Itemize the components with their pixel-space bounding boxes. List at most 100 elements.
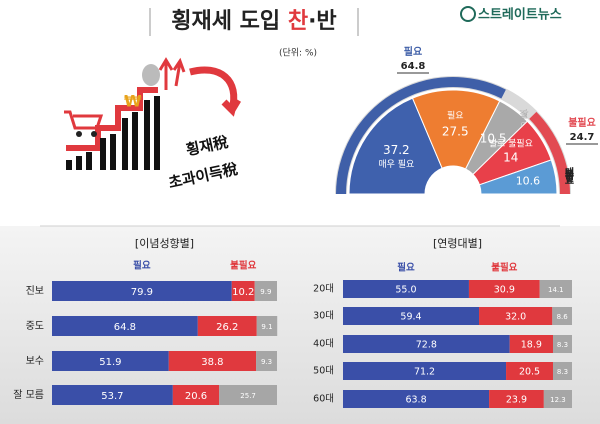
bar-segment xyxy=(479,307,553,325)
group-value: 64.8 xyxy=(401,61,426,72)
bar-segment xyxy=(552,307,572,325)
bar-segment xyxy=(168,351,257,371)
bar-segment xyxy=(254,281,277,301)
title-part: 횡재세 도입 xyxy=(171,9,288,34)
donut-segment xyxy=(348,97,443,195)
value-label: 23.9 xyxy=(506,395,527,406)
value-label: 20.5 xyxy=(519,367,540,378)
group-label: 불필요 xyxy=(568,116,596,129)
segment-value: 27.5 xyxy=(442,125,469,139)
value-label: 9.3 xyxy=(261,358,272,366)
value-label: 55.0 xyxy=(395,285,416,296)
bar-segment xyxy=(343,390,490,408)
bar-segment xyxy=(343,335,510,353)
value-label: 51.9 xyxy=(99,357,121,368)
bar-segment xyxy=(539,280,572,298)
bar-segment xyxy=(52,316,198,336)
bar-segment xyxy=(489,390,544,408)
segment-label: 매우 필요 xyxy=(378,158,414,170)
value-label: 14.1 xyxy=(548,286,564,294)
bar-segment xyxy=(197,316,257,336)
legend-label: 불필요 xyxy=(230,260,256,272)
bar-segment xyxy=(343,280,469,298)
segment-label: 필요 xyxy=(447,110,464,122)
stairs xyxy=(66,87,158,151)
value-label: 9.1 xyxy=(261,323,272,331)
cart xyxy=(64,110,104,130)
bar-segment xyxy=(343,362,507,380)
bar-segment xyxy=(231,281,255,301)
legend-label: 필요 xyxy=(133,260,151,272)
group-value: 24.7 xyxy=(570,132,595,143)
category-label: 보수 xyxy=(26,355,44,367)
value-label: 10.2 xyxy=(232,287,254,298)
value-label: 8.3 xyxy=(557,341,568,349)
title: 횡재세 도입 찬·반 xyxy=(171,9,336,34)
chart-title: [연령대별] xyxy=(433,237,482,250)
value-label: 8.3 xyxy=(557,368,568,376)
bar-segment xyxy=(506,362,553,380)
category-label: 40대 xyxy=(313,339,334,350)
segment-value: 37.2 xyxy=(383,143,410,157)
unit: (단위: %) xyxy=(279,48,317,59)
category-label: 중도 xyxy=(26,320,44,332)
bar-segment xyxy=(172,385,220,405)
value-label: 20.6 xyxy=(185,391,207,402)
donut-segment xyxy=(411,89,501,170)
bar-segment xyxy=(543,390,572,408)
category-label: 잘 모름 xyxy=(13,389,44,401)
group-arc xyxy=(336,76,506,194)
value-label: 63.8 xyxy=(405,395,426,406)
value-label: 72.8 xyxy=(416,340,437,351)
bar-segment xyxy=(256,351,277,371)
segment-value: 10.6 xyxy=(516,174,541,187)
value-label: 71.2 xyxy=(414,367,435,378)
segment-label: 잘 모름 xyxy=(518,108,528,139)
value-label: 38.8 xyxy=(201,357,223,368)
value-label: 18.9 xyxy=(521,340,542,351)
value-label: 64.8 xyxy=(114,322,136,333)
value-label: 12.3 xyxy=(550,396,566,404)
bar-segment xyxy=(509,335,553,353)
category-label: 20대 xyxy=(313,284,334,295)
ring-background xyxy=(335,76,571,194)
bar-segment xyxy=(468,280,540,298)
value-label: 26.2 xyxy=(216,322,238,333)
title-part: ·반 xyxy=(308,9,337,34)
segment-value: 10.5 xyxy=(480,132,507,146)
category-label: 60대 xyxy=(313,394,334,405)
bar-segment xyxy=(219,385,277,405)
group-label: 필요 xyxy=(404,45,422,58)
legend-label: 불필요 xyxy=(491,262,517,274)
value-label: 25.7 xyxy=(240,392,256,400)
donut-segment xyxy=(478,159,558,195)
category-label: 진보 xyxy=(26,285,44,297)
logo: 스트레이트뉴스 xyxy=(478,7,562,23)
value-label: 30.9 xyxy=(494,285,515,296)
category-label: 50대 xyxy=(313,366,334,377)
title-part: 찬 xyxy=(288,9,308,34)
logo-icon xyxy=(460,6,476,22)
legend-label: 필요 xyxy=(397,262,415,274)
chart-title: [이념성향별] xyxy=(135,237,194,250)
balloon xyxy=(142,64,160,86)
group-arc xyxy=(529,111,570,194)
bar-segment xyxy=(552,362,572,380)
segment-value: 14 xyxy=(503,151,518,165)
bar-segment xyxy=(52,281,232,301)
bar-segment xyxy=(52,385,173,405)
columns xyxy=(66,96,160,170)
value-label: 32.0 xyxy=(505,312,526,323)
coin: ₩ xyxy=(124,92,142,111)
bar-segment xyxy=(552,335,572,353)
segment-label: 매우 불필요 xyxy=(562,166,574,185)
bar-segment xyxy=(256,316,278,336)
segment-label: 별로 불필요 xyxy=(489,138,533,150)
value-label: 59.4 xyxy=(400,312,421,323)
value-label: 79.9 xyxy=(131,287,153,298)
value-label: 9.9 xyxy=(260,288,271,296)
value-label: 8.6 xyxy=(557,313,569,321)
category-label: 30대 xyxy=(313,311,334,322)
